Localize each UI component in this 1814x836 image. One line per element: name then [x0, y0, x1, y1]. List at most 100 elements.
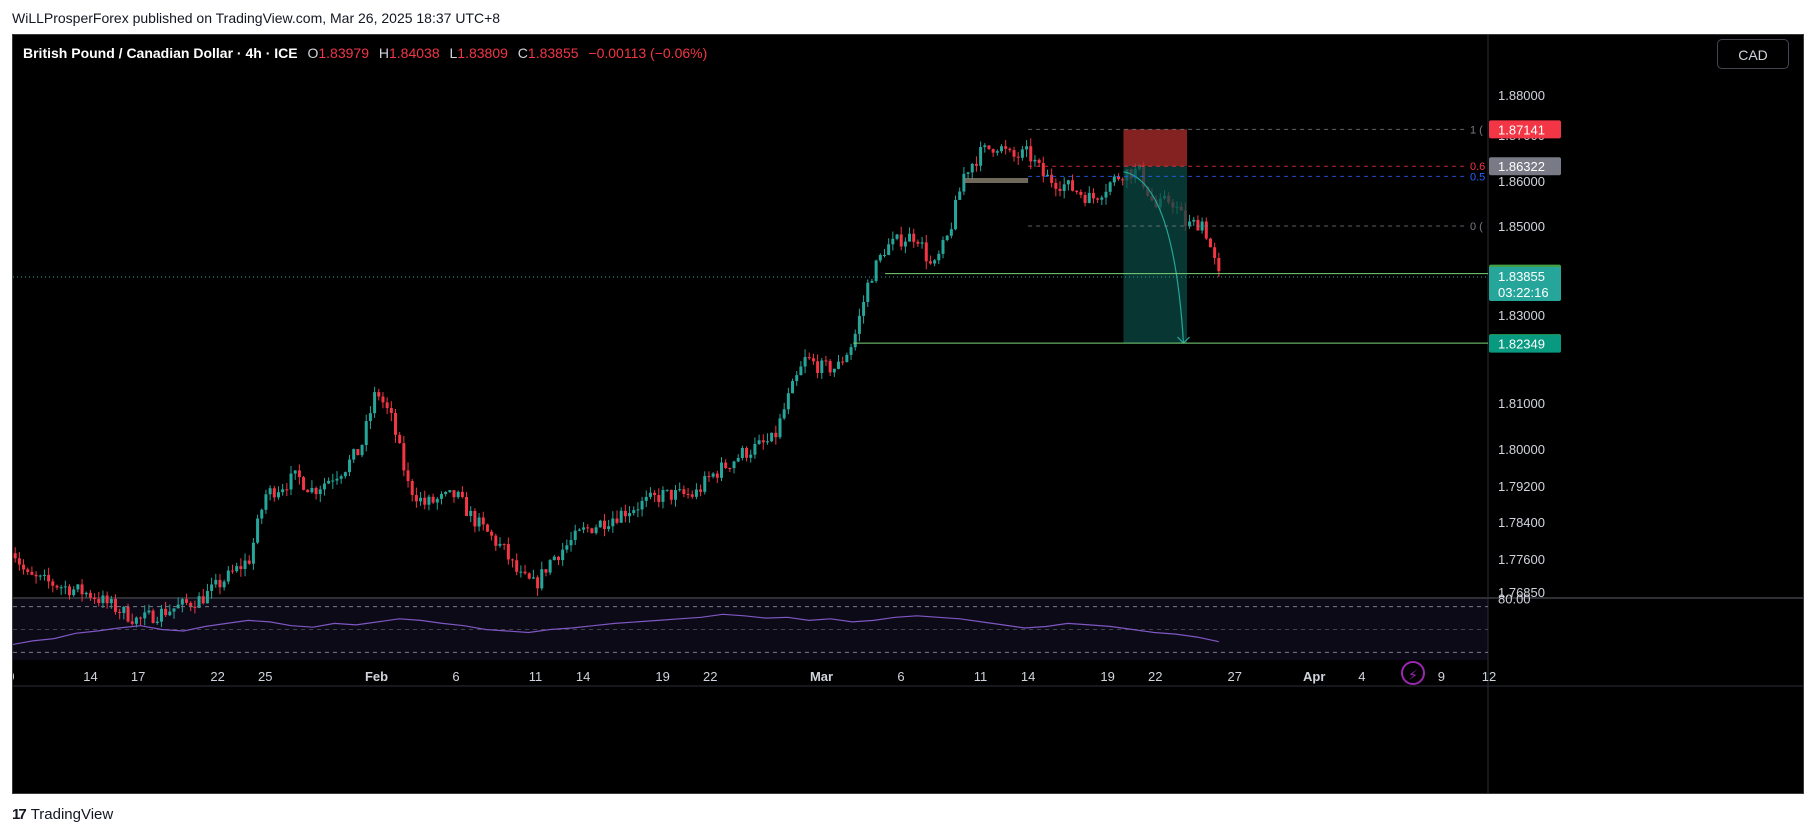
x-tick-label: 22	[1148, 669, 1162, 684]
price-label-box	[1489, 266, 1561, 301]
candle-body	[1096, 198, 1100, 200]
open-key: O	[307, 45, 319, 61]
price-label-value: 1.83855	[1498, 269, 1545, 284]
candle-body	[895, 234, 899, 239]
candle-body	[908, 233, 912, 242]
candle-body	[607, 526, 611, 529]
candle-body	[740, 447, 744, 458]
candle-body	[556, 556, 560, 561]
candle-body	[586, 527, 590, 529]
candle-body	[235, 566, 239, 572]
tradingview-brand[interactable]: 17 TradingView	[12, 806, 113, 823]
chart-background	[13, 35, 1803, 793]
candle-body	[1062, 184, 1066, 191]
candle-body	[1188, 221, 1192, 226]
candle-body	[807, 357, 811, 359]
candle-body	[377, 392, 381, 397]
candle-body	[949, 229, 953, 236]
candle-body	[155, 621, 159, 623]
candle-body	[870, 280, 874, 283]
candle-body	[389, 408, 393, 413]
y-tick-label: 1.85000	[1498, 219, 1545, 234]
candle-body	[310, 487, 314, 493]
x-tick-label: 11	[974, 669, 988, 684]
candle-body	[348, 459, 352, 473]
price-label-value: 1.86322	[1498, 159, 1545, 174]
candle-body	[465, 496, 469, 516]
candle-body	[774, 432, 778, 438]
candle-body	[339, 476, 343, 479]
candle-body	[1083, 194, 1087, 203]
candle-body	[285, 489, 289, 491]
candle-body	[1033, 159, 1037, 162]
y-tick-label: 1.81000	[1498, 396, 1545, 411]
candle-body	[38, 575, 42, 577]
candle-body	[824, 360, 828, 362]
candle-body	[47, 574, 51, 582]
candle-body	[899, 234, 903, 247]
candle-body	[97, 599, 101, 603]
stop-loss-zone	[1123, 129, 1188, 167]
candle-body	[59, 587, 63, 589]
candle-body	[477, 517, 481, 527]
candle-body	[101, 595, 105, 603]
candle-body	[849, 347, 853, 355]
candle-body	[159, 608, 163, 622]
candle-body	[93, 597, 97, 600]
price-label-box	[1489, 334, 1561, 353]
candle-body	[928, 261, 932, 264]
candle-body	[1100, 197, 1104, 200]
candle-body	[34, 574, 38, 577]
candle-body	[143, 612, 147, 619]
candle-body	[1012, 150, 1016, 157]
candle-body	[828, 361, 832, 373]
candle-body	[832, 368, 836, 373]
candle-body	[561, 549, 565, 561]
candle-body	[1016, 156, 1020, 158]
candle-body	[306, 489, 310, 493]
candle-body	[281, 489, 285, 493]
candle-body	[105, 595, 109, 604]
price-chart[interactable]: 1 (0.60.50 (1.880001.870001.860001.85000…	[13, 35, 1803, 793]
candle-body	[381, 396, 385, 403]
candle-body	[648, 492, 652, 497]
candle-body	[335, 478, 339, 481]
candle-body	[636, 509, 640, 511]
candle-body	[653, 492, 657, 496]
candle-body	[669, 489, 673, 500]
candle-body	[502, 543, 506, 545]
open-value: 1.83979	[318, 45, 369, 61]
candle-body	[193, 606, 197, 608]
candle-body	[987, 145, 991, 150]
candle-body	[619, 510, 623, 523]
candle-body	[239, 566, 243, 569]
candle-body	[431, 496, 435, 503]
candle-body	[615, 518, 619, 523]
candle-body	[243, 560, 247, 569]
candle-body	[974, 163, 978, 166]
candle-body	[189, 602, 193, 607]
candle-body	[1075, 190, 1079, 192]
candle-body	[1213, 247, 1217, 259]
candle-body	[728, 468, 732, 470]
candle-body	[1008, 148, 1012, 151]
low-value: 1.83809	[457, 45, 508, 61]
candle-body	[661, 490, 665, 502]
candle-body	[594, 527, 598, 534]
alert-bolt-icon[interactable]: ⚡	[1401, 661, 1425, 685]
chart-frame[interactable]: 1 (0.60.50 (1.880001.870001.860001.85000…	[12, 34, 1804, 794]
currency-button[interactable]: CAD	[1717, 39, 1789, 69]
candle-body	[1121, 179, 1125, 181]
candle-body	[519, 571, 523, 573]
x-tick-label: 9	[13, 669, 15, 684]
candle-body	[185, 599, 189, 603]
y-tick-label: 1.80000	[1498, 442, 1545, 457]
candle-body	[811, 358, 815, 362]
candle-body	[602, 520, 606, 529]
x-tick-label: 19	[655, 669, 669, 684]
candle-body	[970, 163, 974, 173]
candle-body	[857, 315, 861, 334]
candle-body	[694, 489, 698, 497]
candle-body	[414, 495, 418, 502]
candle-body	[151, 610, 155, 623]
